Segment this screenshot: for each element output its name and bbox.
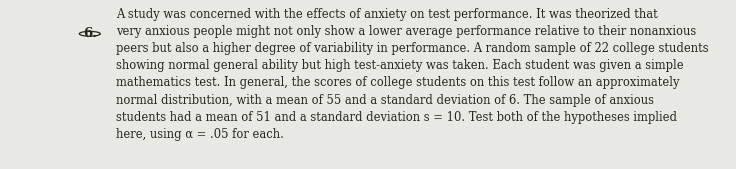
Text: A study was concerned with the effects of anxiety on test performance. It was th: A study was concerned with the effects o… [116, 8, 709, 141]
Text: 6.: 6. [82, 27, 97, 40]
